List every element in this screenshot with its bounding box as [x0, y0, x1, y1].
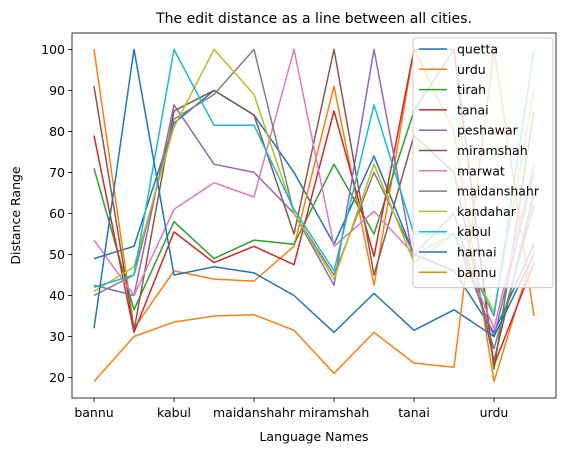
- x-tick-label: kabul: [157, 405, 191, 420]
- y-axis: 20 30 40 50 60 70 80 90 100: [41, 42, 72, 385]
- chart-title: The edit distance as a line between all …: [155, 11, 472, 27]
- legend-label: miramshah: [457, 143, 528, 158]
- plot-frame: [71, 32, 557, 399]
- x-axis: bannu kabul maidanshahr miramshah tanai urdu: [74, 398, 508, 420]
- legend-label: quetta: [457, 42, 498, 57]
- legend-label: peshawar: [457, 123, 519, 138]
- y-tick-label: 90: [49, 83, 65, 98]
- y-tick-label: 100: [41, 42, 65, 57]
- legend-label: tanai: [457, 102, 489, 117]
- legend-box: [412, 37, 554, 289]
- legend-label: bannu: [457, 265, 496, 280]
- x-tick-label: miramshah: [299, 405, 370, 420]
- x-axis-label: Language Names: [259, 429, 368, 444]
- legend-label: kabul: [457, 224, 491, 239]
- series-line-bannu: [93, 48, 535, 383]
- x-tick-label: bannu: [74, 405, 113, 420]
- y-tick-label: 60: [49, 206, 65, 221]
- y-tick-label: 50: [49, 247, 65, 262]
- legend-label: marwat: [457, 163, 505, 178]
- y-tick-label: 40: [49, 288, 65, 303]
- y-tick-label: 70: [49, 165, 65, 180]
- y-tick-label: 30: [49, 329, 65, 344]
- y-tick-label: 80: [49, 124, 65, 139]
- y-axis-label: Distance Range: [8, 166, 23, 265]
- y-tick-label: 20: [49, 370, 65, 385]
- legend-label: harnai: [457, 245, 497, 260]
- x-tick-label: tanai: [398, 405, 430, 420]
- x-tick-label: maidanshahr: [213, 405, 296, 420]
- legend-label: urdu: [457, 62, 486, 77]
- x-tick-label: urdu: [480, 405, 509, 420]
- legend: quetta urdu tirah tanai peshawar miramshah mar…: [412, 37, 554, 289]
- legend-label: maidanshahr: [457, 184, 540, 199]
- legend-label: kandahar: [457, 204, 517, 219]
- legend-label: tirah: [457, 82, 486, 97]
